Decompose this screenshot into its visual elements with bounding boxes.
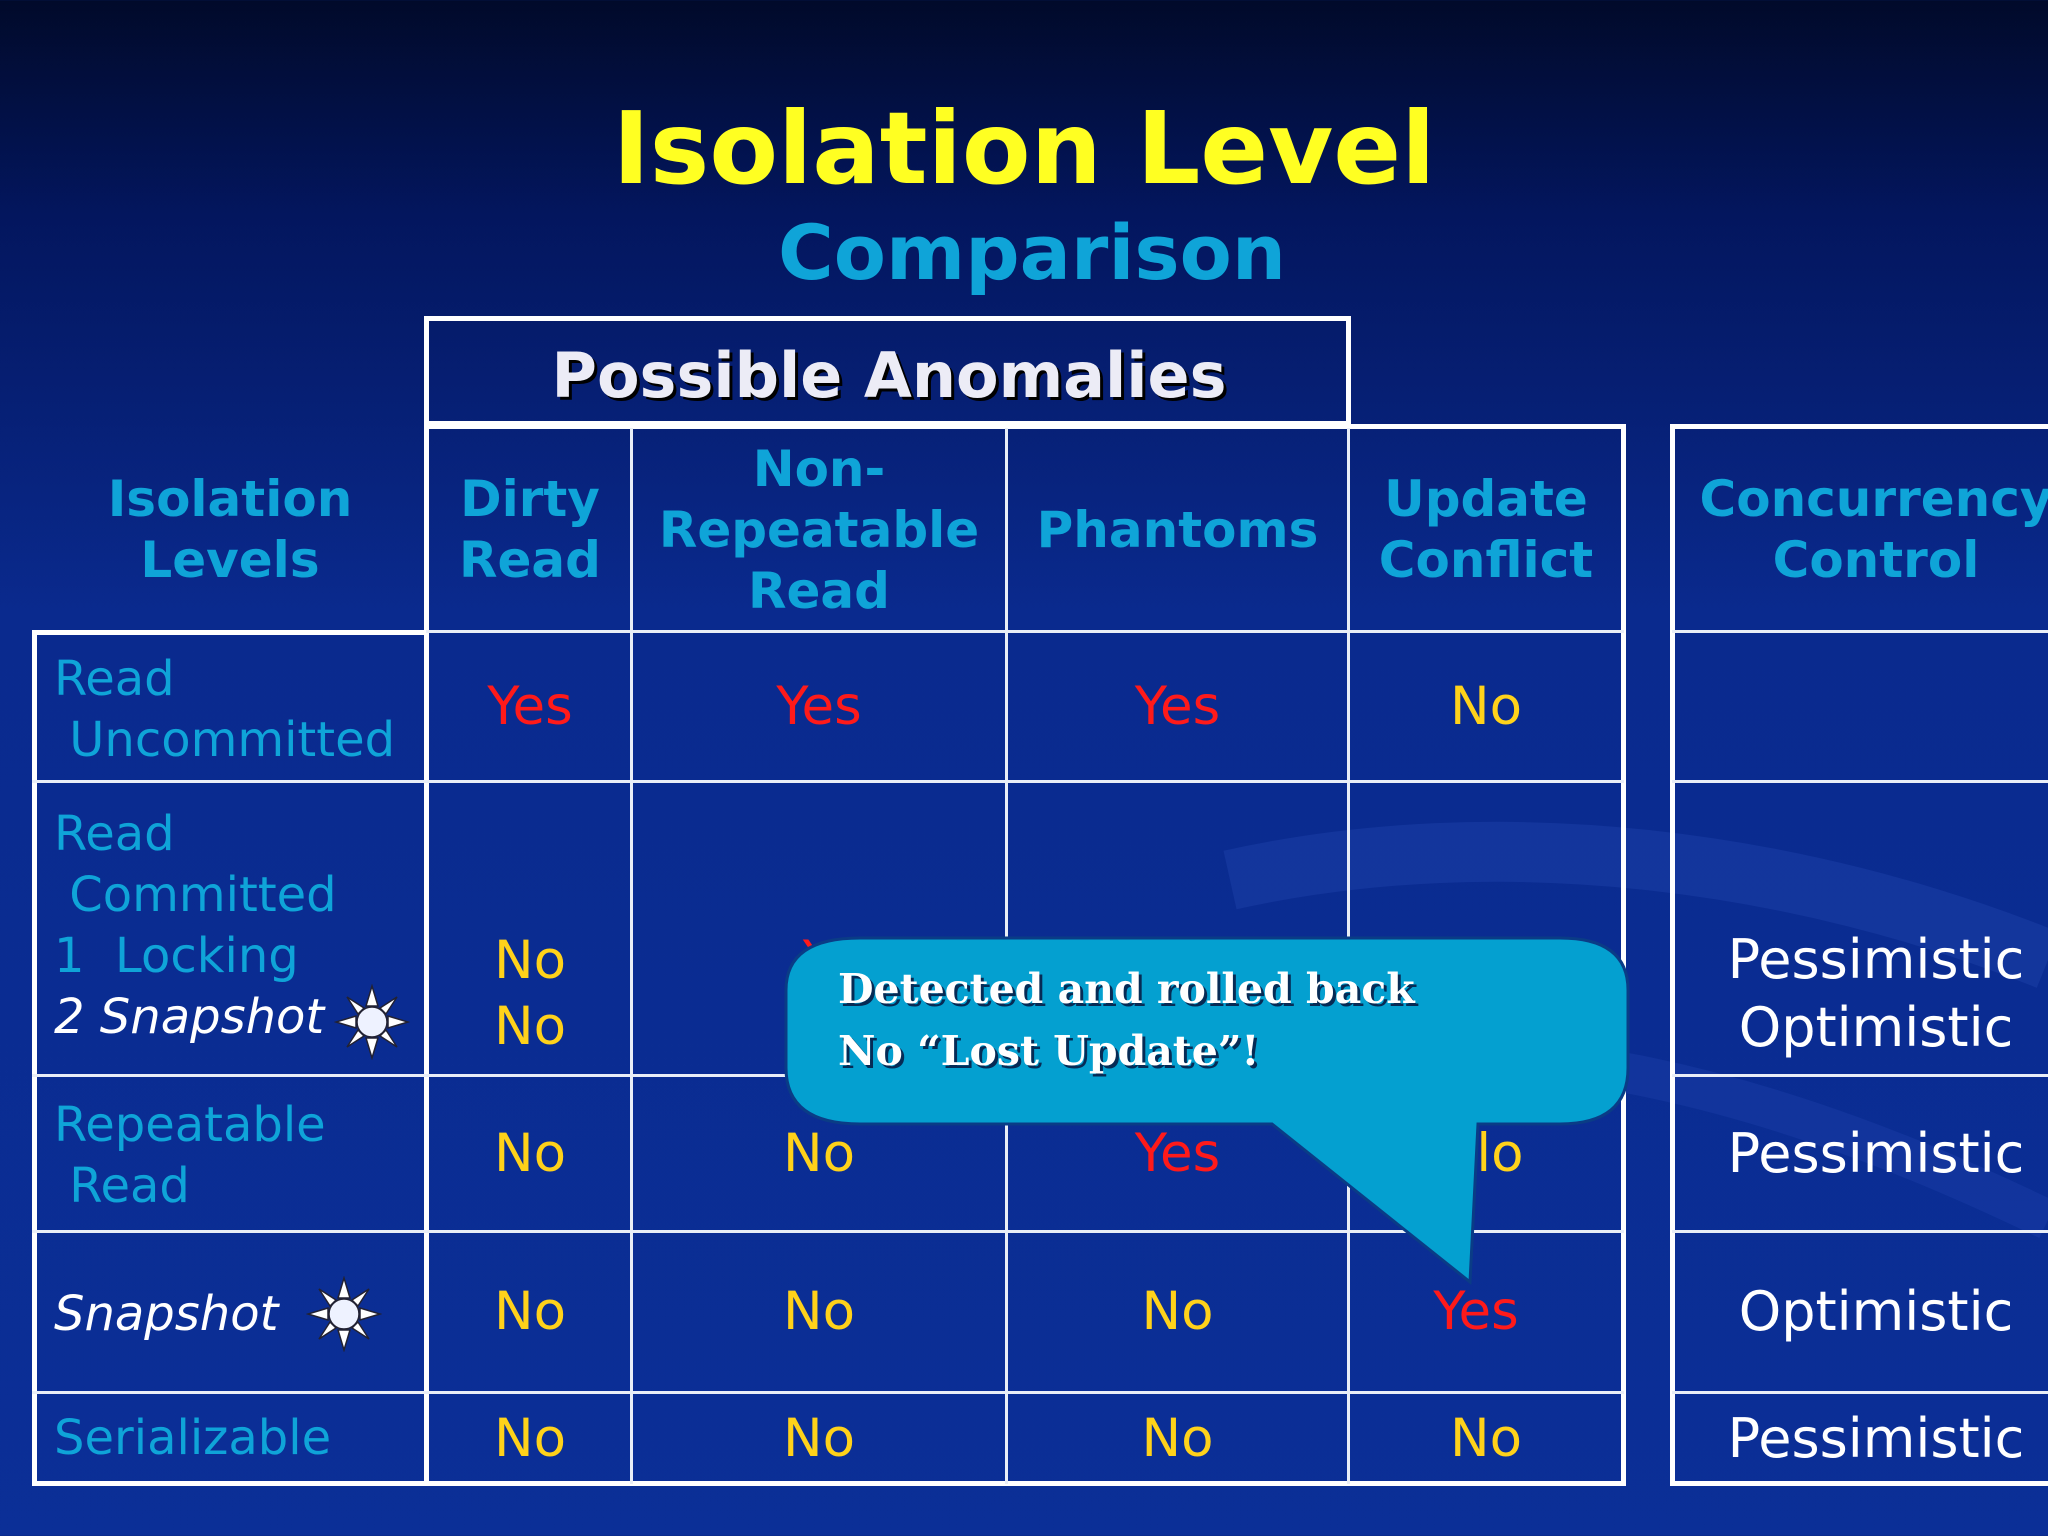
row-divider [1672,630,2048,633]
column-header-isolation-levels: Isolation Levels [107,470,353,589]
cell-concurrency-control: Pessimistic [1727,1407,2025,1470]
column-header-dirty-read: Dirty Read [459,470,601,589]
cell-update-conflict: Yes [1433,1281,1519,1342]
row-label-read-committed: Read Committed 1 Locking 2 Snapshot [54,806,337,1045]
cell-phantoms: No [1141,1408,1214,1469]
cell-non-repeatable-read: No [782,1122,856,1184]
column-header-update-conflict: Update Conflict [1378,470,1594,589]
row-label-frame [32,630,429,1486]
row-label-repeatable-read: Repeatable Read [54,1097,326,1214]
column-divider [630,428,633,1484]
cell-update-conflict: No [1449,1408,1523,1469]
cell-dirty-read: No No [493,930,567,1057]
column-header-phantoms: Phantoms [1036,500,1319,559]
row-label-serializable: Serializable [54,1410,332,1466]
cell-update-conflict: No [1449,676,1523,737]
sun-icon [306,1276,382,1352]
cell-dirty-read: No [493,1408,567,1469]
row-divider [1672,1391,2048,1394]
row-divider [32,1391,1624,1394]
cell-phantoms: Yes [1134,1122,1221,1184]
row-divider [1672,780,2048,783]
row-divider [1672,1230,2048,1233]
page-subtitle: Comparison [778,208,1286,297]
cell-phantoms: Yes [1134,676,1221,737]
column-header-concurrency-control: Concurrency Control [1699,470,2048,589]
column-header-non-repeatable-read: Non- Repeatable Read [658,439,980,620]
cell-dirty-read: No [493,1281,567,1342]
callout-text: Detected and rolled back No “Lost Update… [838,965,1415,1075]
cell-non-repeatable-read: No [782,1281,856,1342]
sun-icon [334,984,410,1060]
cell-concurrency-control: Pessimistic Optimistic [1727,928,2025,1059]
row-divider [32,780,1624,783]
page-title: Isolation Level [612,90,1436,207]
cell-non-repeatable-read: No [782,1408,856,1469]
cell-dirty-read: Yes [487,676,573,737]
cell-phantoms: No [1141,1281,1214,1342]
cell-concurrency-control: Pessimistic [1727,1121,2025,1185]
row-label-snapshot: Snapshot [54,1286,279,1342]
cell-non-repeatable-read: Yes [776,676,862,737]
row-label-read-uncommitted: Read Uncommitted [54,651,396,768]
anomalies-header: Possible Anomalies [551,338,1227,412]
concurrency-table [1670,424,2048,1486]
cell-concurrency-control: Optimistic [1738,1280,2014,1343]
cell-dirty-read: No [493,1122,567,1184]
row-divider [1672,1074,2048,1077]
cell-update-conflict: lo [1476,1122,1524,1184]
header-divider [426,630,1624,633]
anomalies-header-box [424,316,1351,426]
